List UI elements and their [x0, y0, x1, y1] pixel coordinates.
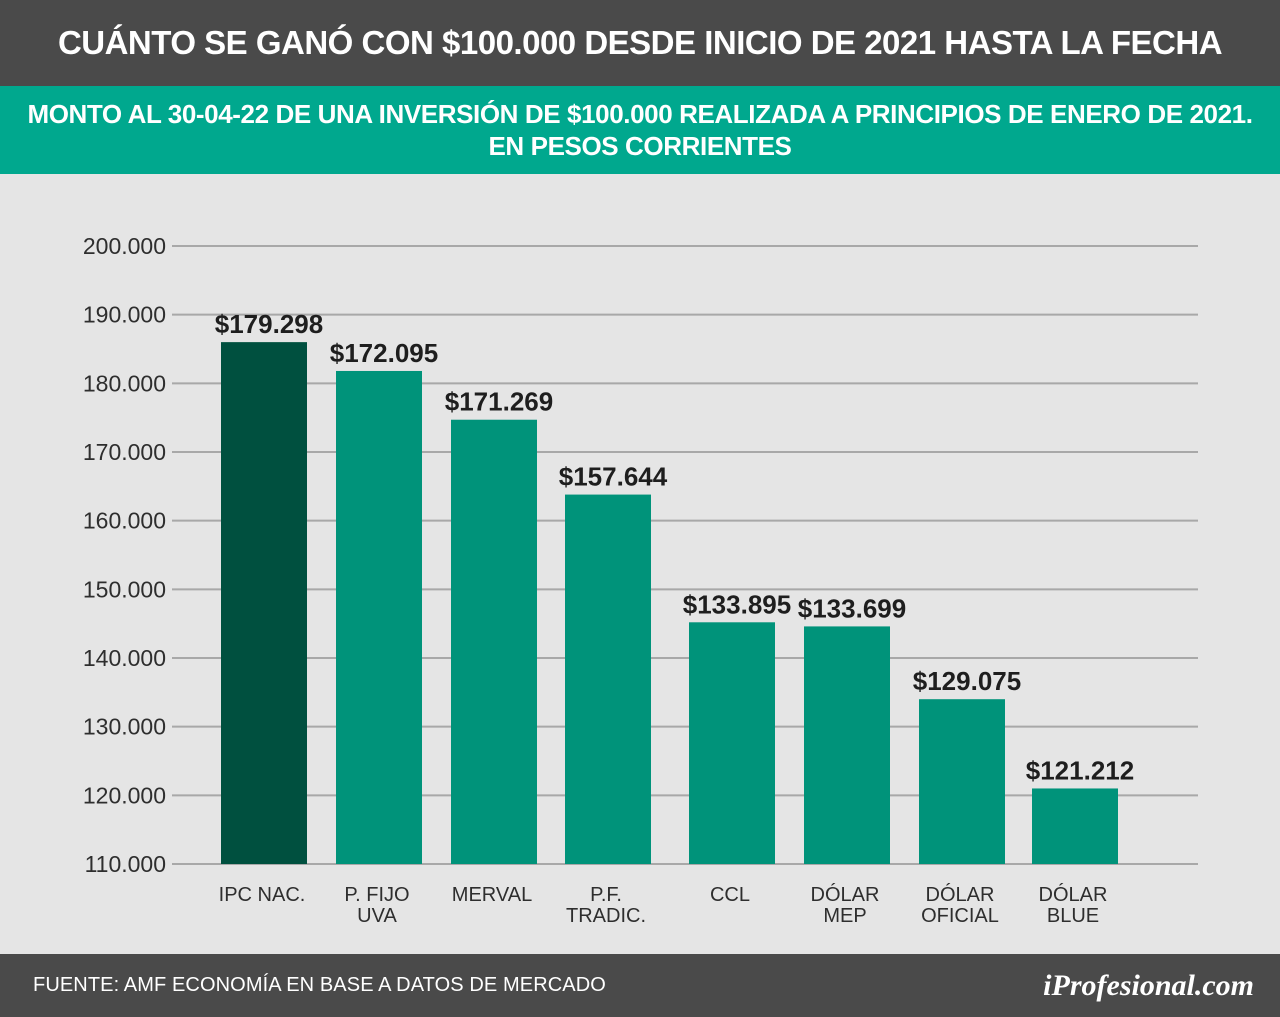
x-tick-label: TRADIC. — [566, 905, 646, 927]
bar — [451, 419, 537, 864]
x-tick-label: MEP — [823, 905, 866, 927]
bar — [336, 370, 422, 864]
chart-title: CUÁNTO SE GANÓ CON $100.000 DESDE INICIO… — [57, 24, 1223, 61]
bars — [221, 342, 1118, 865]
y-tick-label: 150.000 — [83, 576, 166, 602]
chart-subtitle-bar: MONTO AL 30-04-22 DE UNA INVERSIÓN DE $1… — [0, 86, 1280, 174]
chart-title-bar: CUÁNTO SE GANÓ CON $100.000 DESDE INICIO… — [0, 0, 1280, 86]
x-tick-label: CCL — [710, 884, 750, 906]
y-tick-label: 170.000 — [83, 439, 166, 465]
bar — [804, 626, 890, 864]
bar-value-label: $129.075 — [913, 666, 1021, 696]
x-tick-label: OFICIAL — [921, 905, 999, 927]
x-tick-label: DÓLAR — [926, 883, 995, 906]
y-tick-label: 200.000 — [83, 233, 166, 259]
x-tick-label: P. FIJO — [344, 884, 409, 906]
bar-value-label: $157.644 — [559, 462, 668, 492]
y-tick-label: 190.000 — [83, 302, 166, 328]
bar-value-labels: $179.298$172.095$171.269 $157.644 $133.895… — [215, 309, 1134, 785]
brand-logo: iProfesional.com — [1043, 969, 1254, 1002]
bar-value-label: $172.095 — [330, 338, 438, 368]
bar-value-label: $133.699 — [798, 593, 906, 623]
x-tick-label: BLUE — [1047, 905, 1099, 927]
y-tick-label: 140.000 — [83, 645, 166, 671]
bar-value-label: $179.298 — [215, 309, 323, 339]
x-tick-label: P.F. — [590, 884, 622, 906]
x-tick-label: UVA — [357, 905, 397, 927]
y-tick-label: 130.000 — [83, 714, 166, 740]
y-axis-ticks: 110.000 120.000 130.000 140.000 150.000 160.0… — [83, 233, 166, 877]
bar — [1032, 788, 1118, 864]
x-tick-label: IPC NAC. — [219, 884, 306, 906]
bar-value-label: $133.895 — [683, 589, 791, 619]
x-tick-label: MERVAL — [452, 884, 532, 906]
y-tick-label: 180.000 — [83, 370, 166, 396]
subtitle-line-2: EN PESOS CORRIENTES — [488, 131, 792, 161]
footer-bar: FUENTE: AMF ECONOMÍA EN BASE A DATOS DE … — [0, 954, 1280, 1017]
bar-chart: 110.000 120.000 130.000 140.000 150.000 160.0… — [83, 233, 1198, 927]
y-tick-label: 160.000 — [83, 508, 166, 534]
source-note: FUENTE: AMF ECONOMÍA EN BASE A DATOS DE … — [33, 974, 606, 996]
y-tick-label: 110.000 — [85, 851, 166, 877]
y-tick-label: 120.000 — [83, 782, 166, 808]
bar — [565, 494, 651, 864]
bar — [919, 699, 1005, 864]
x-tick-label: DÓLAR — [811, 883, 880, 906]
bar-value-label: $171.269 — [445, 387, 553, 417]
bar-value-label: $121.212 — [1026, 755, 1134, 785]
chart-area: 110.000 120.000 130.000 140.000 150.000 160.0… — [0, 174, 1280, 954]
bar — [689, 622, 775, 864]
bar — [221, 342, 307, 865]
x-tick-label: DÓLAR — [1039, 883, 1108, 906]
subtitle-line-1: MONTO AL 30-04-22 DE UNA INVERSIÓN DE $1… — [27, 99, 1253, 129]
